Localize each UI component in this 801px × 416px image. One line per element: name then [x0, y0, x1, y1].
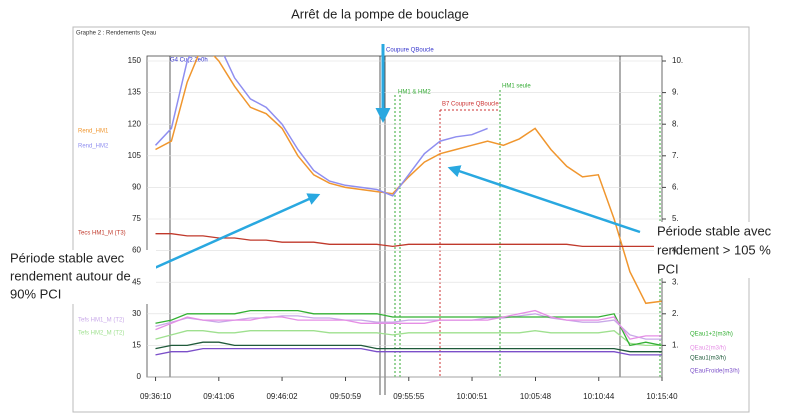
x-tick-label: 10:15:40 [646, 392, 678, 401]
callout-box [6, 250, 156, 304]
x-tick-label: 10:05:48 [520, 392, 552, 401]
annotation: HM1 seule [502, 84, 531, 90]
legend-label: Tecs HM1_M (T3) [78, 231, 126, 237]
x-tick-label: 09:36:10 [140, 392, 172, 401]
legend-label: QEau1(m3/h) [690, 356, 726, 362]
legend-label: Tefs HM2_M (T2) [78, 331, 124, 337]
y-tick-label: 90 [132, 183, 141, 192]
y2-tick-label: 2. [672, 309, 679, 318]
callout-text: Période stable avec [10, 250, 125, 265]
annotation: HM1 & HM2 [398, 90, 431, 96]
callout-text: rendement autour de [10, 268, 131, 283]
callout-text: rendement > 105 % [657, 242, 771, 257]
y-tick-label: 75 [132, 214, 141, 223]
y-tick-label: 15 [132, 341, 141, 350]
legend-label: Rend_HM2 [78, 144, 109, 150]
x-tick-label: 10:00:51 [456, 392, 488, 401]
series-line [155, 330, 662, 347]
y-tick-label: 0 [137, 372, 142, 381]
callout-text: Période stable avec [657, 223, 772, 238]
arrow [447, 165, 641, 234]
series-line [155, 56, 662, 305]
series-line [155, 341, 662, 353]
chart-title: Arrêt de la pompe de bouclage [291, 6, 469, 21]
y-tick-label: 45 [132, 277, 141, 286]
annotation: Coupure QBoucle [386, 48, 434, 54]
y-tick-label: 60 [132, 246, 141, 255]
y-tick-label: 120 [128, 119, 142, 128]
y2-tick-label: 8. [672, 119, 679, 128]
y2-tick-label: 1. [672, 341, 679, 350]
y2-tick-label: 6. [672, 183, 679, 192]
series-line [155, 309, 662, 340]
y2-tick-label: 9. [672, 88, 679, 97]
series-line [154, 56, 488, 197]
y-tick-label: 135 [128, 88, 142, 97]
x-tick-label: 09:55:55 [393, 392, 425, 401]
x-tick-label: 09:50:59 [330, 392, 362, 401]
arrow [149, 193, 321, 272]
callout-text: 90% PCI [10, 286, 61, 301]
series-line [155, 347, 662, 356]
series-line [155, 313, 662, 340]
callout-box [654, 222, 799, 278]
x-tick-label: 09:46:02 [266, 392, 298, 401]
y-tick-label: 150 [128, 56, 142, 65]
y2-tick-label: 10. [672, 56, 683, 65]
legend-label: QEauFroide(m3/h) [690, 369, 740, 375]
callout-text: PCI [657, 261, 679, 276]
y2-tick-label: 3. [672, 277, 679, 286]
y2-tick-label: 7. [672, 151, 679, 160]
legend-label: QEau1+2(m3/h) [690, 332, 733, 338]
series-line [155, 233, 662, 248]
y2-tick-label: 4. [672, 246, 679, 255]
legend-label: Tefs HM1_M (T2) [78, 318, 124, 324]
legend-label: Rend_HM1 [78, 129, 109, 135]
chart-frame [72, 26, 750, 413]
x-tick-label: 09:41:06 [203, 392, 235, 401]
y2-tick-label: 5. [672, 214, 679, 223]
y-tick-label: 105 [128, 151, 142, 160]
y-tick-label: 30 [132, 309, 141, 318]
x-tick-label: 10:10:44 [583, 392, 615, 401]
series-group [154, 56, 662, 356]
series-line [155, 309, 662, 347]
legend-label: QEau2(m3/h) [690, 346, 726, 352]
annotation: G4 Cu(2.2e0h [170, 58, 208, 64]
annotation: B7 Coupure QBoucle [442, 102, 499, 108]
chart-subtitle: Graphe 2 : Rendements Qeau [76, 31, 156, 37]
